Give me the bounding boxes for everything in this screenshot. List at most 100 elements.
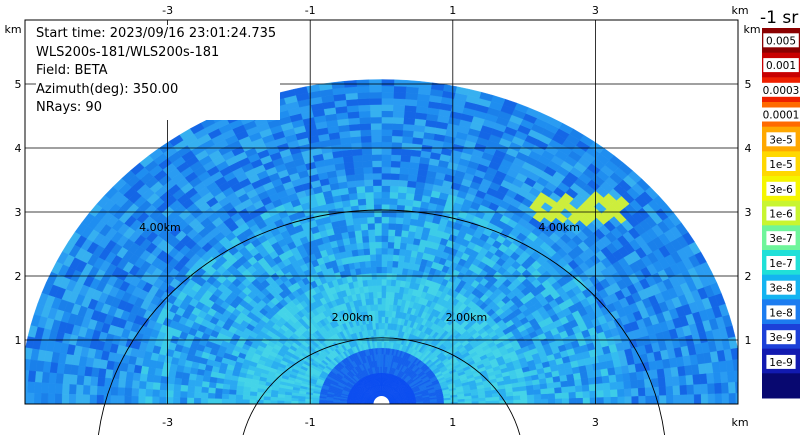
heatmap-cell: [394, 229, 403, 237]
heatmap-cell: [357, 104, 371, 112]
ring-label: 4.00km: [139, 221, 181, 234]
heatmap-cell: [179, 397, 188, 404]
heatmap-cell: [381, 278, 387, 286]
heatmap-cell: [401, 223, 410, 232]
heatmap-cell: [637, 387, 646, 397]
heatmap-cell: [376, 278, 382, 286]
heatmap-cell: [541, 398, 549, 404]
heatmap-cell: [283, 397, 292, 402]
heatmap-cell: [208, 382, 217, 389]
heatmap-cell: [158, 389, 167, 398]
heatmap-cell: [400, 148, 412, 157]
heatmap-cell: [249, 395, 257, 401]
heatmap-cell: [290, 398, 299, 402]
heatmap-cell: [186, 397, 195, 404]
heatmap-cell: [117, 395, 125, 404]
heatmap-cell: [364, 260, 372, 268]
heatmap-cell: [357, 91, 370, 100]
heatmap-cell: [671, 375, 680, 386]
heatmap-cell: [55, 373, 64, 385]
heatmap-cell: [26, 392, 35, 404]
colorbar: 0.0050.0010.00030.00013e-51e-53e-61e-63e…: [760, 28, 800, 399]
heatmap-cell: [362, 160, 373, 168]
colorbar-label: 3e-8: [769, 283, 793, 295]
heatmap-cell: [403, 117, 416, 125]
heatmap-cell: [397, 192, 407, 200]
heatmap-cell: [110, 378, 120, 388]
heatmap-cell: [540, 393, 549, 400]
heatmap-cell: [630, 379, 639, 389]
heatmap-cell: [692, 373, 701, 385]
heatmap-cell: [193, 391, 202, 399]
y-axis-label-left: km: [4, 23, 21, 36]
heatmap-cell: [679, 384, 688, 395]
x-tick-label-bottom: 3: [592, 416, 599, 429]
heatmap-cell: [398, 248, 406, 256]
heatmap-cell: [360, 223, 369, 231]
heatmap-cell: [398, 179, 408, 188]
heatmap-cell: [75, 384, 84, 395]
heatmap-cell: [146, 374, 155, 383]
heatmap-cell: [407, 230, 416, 239]
heatmap-cell: [369, 104, 382, 112]
heatmap-cell: [713, 371, 722, 384]
heatmap-cell: [390, 273, 398, 281]
heatmap-cell: [617, 388, 625, 397]
heatmap-cell: [492, 400, 500, 404]
heatmap-cell: [366, 216, 375, 224]
heatmap-cell: [410, 149, 422, 158]
heatmap-cell: [351, 211, 360, 219]
heatmap-cell: [385, 297, 390, 305]
heatmap-cell: [348, 123, 361, 132]
x-tick-label-top: -3: [162, 4, 173, 17]
heatmap-cell: [341, 149, 353, 158]
heatmap-cell: [62, 373, 71, 385]
heatmap-cell: [392, 248, 400, 256]
heatmap-cell: [374, 222, 382, 230]
heatmap-cell: [554, 398, 563, 404]
heatmap-cell: [392, 104, 406, 112]
heatmap-cell: [263, 396, 271, 401]
heatmap-cell: [381, 104, 394, 112]
heatmap-cell: [200, 398, 209, 404]
heatmap-cell: [539, 382, 548, 390]
heatmap-cell: [270, 396, 278, 401]
heatmap-cell: [353, 223, 362, 232]
heatmap-cell: [362, 241, 370, 250]
heatmap-cell: [242, 395, 250, 401]
heatmap-cell: [396, 267, 404, 275]
heatmap-cell: [389, 185, 399, 193]
heatmap-cell: [363, 173, 374, 181]
heatmap-cell: [373, 210, 382, 218]
heatmap-cell: [111, 369, 121, 380]
heatmap-cell: [630, 387, 639, 397]
heatmap-cell: [375, 253, 382, 261]
heatmap-cell: [89, 376, 99, 387]
heatmap-cell: [381, 353, 384, 361]
heatmap-cell: [214, 388, 223, 395]
heatmap-cell: [363, 179, 374, 187]
heatmap-cell: [615, 373, 624, 383]
heatmap-cell: [390, 154, 402, 162]
heatmap-cell: [363, 248, 371, 256]
heatmap-cell: [672, 385, 681, 396]
heatmap-cell: [358, 116, 371, 125]
heatmap-cell: [391, 260, 399, 268]
heatmap-cell: [361, 148, 373, 156]
heatmap-cell: [381, 191, 390, 199]
heatmap-cell: [390, 279, 397, 287]
heatmap-cell: [242, 390, 251, 396]
heatmap-cell: [726, 370, 736, 383]
heatmap-cell: [214, 398, 222, 404]
heatmap-cell: [347, 186, 358, 195]
heatmap-cell: [393, 91, 406, 100]
heatmap-cell: [374, 241, 382, 249]
heatmap-cell: [404, 198, 414, 207]
colorbar-label: 3e-7: [769, 233, 793, 245]
heatmap-cell: [381, 297, 386, 305]
heatmap-cell: [96, 377, 106, 387]
heatmap-cell: [381, 160, 392, 168]
heatmap-cell: [374, 229, 382, 236]
heatmap-cell: [76, 375, 85, 386]
heatmap-cell: [228, 389, 237, 396]
